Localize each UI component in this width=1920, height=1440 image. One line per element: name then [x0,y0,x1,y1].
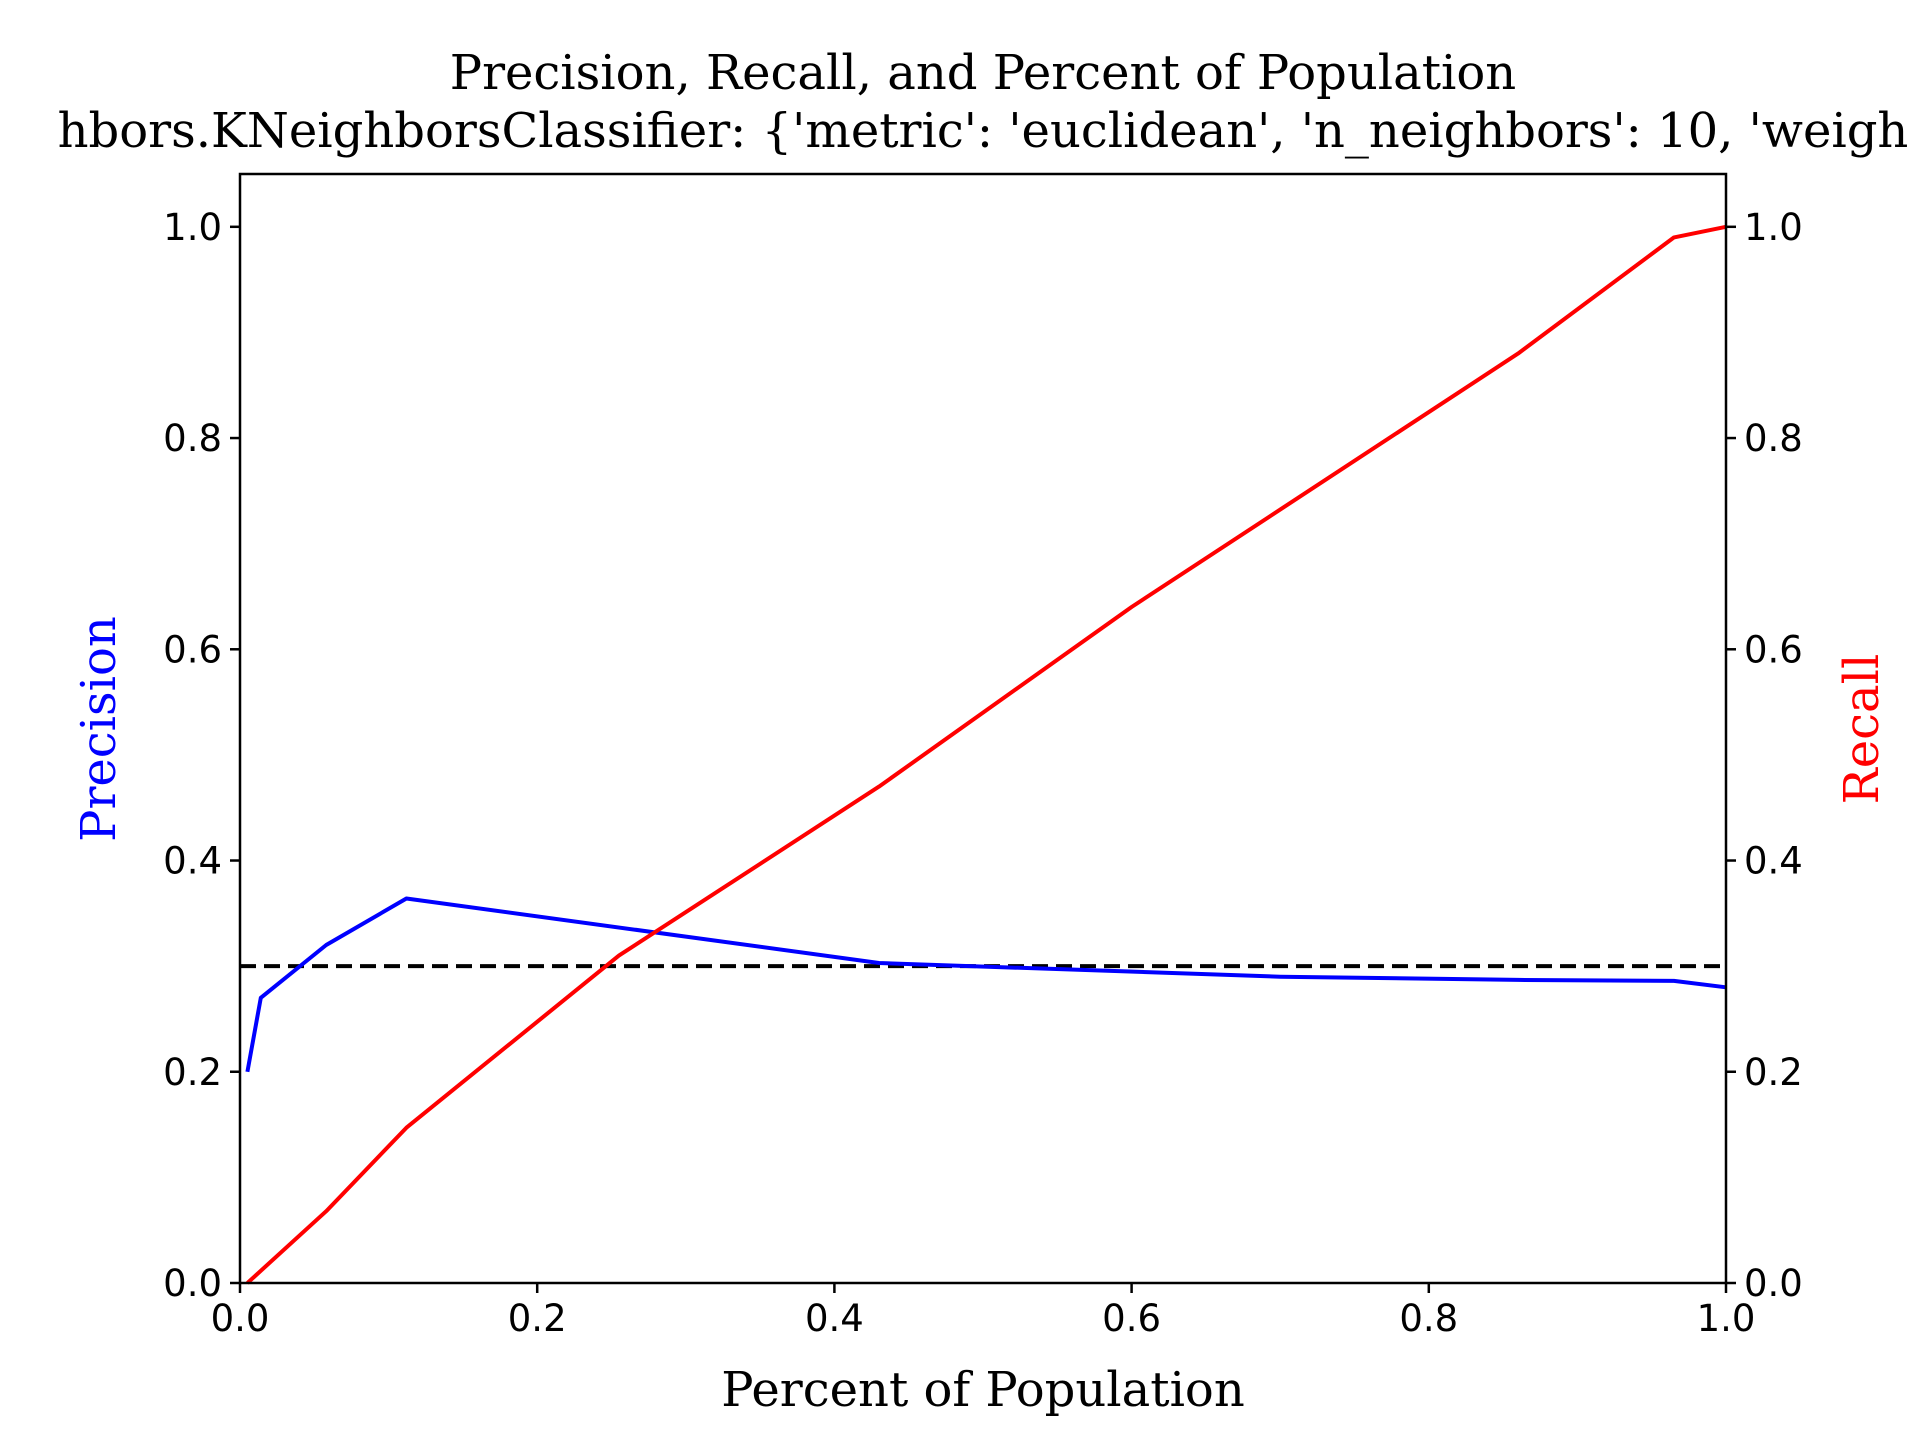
chart-subtitle: hbors.KNeighborsClassifier: {'metric': '… [58,103,1909,159]
x-tick-label: 0.8 [1399,1297,1458,1340]
x-tick-label: 0.2 [508,1297,567,1340]
precision-line [245,896,1727,1073]
y-tick-label-right: 1.0 [1744,206,1803,249]
x-tick-label: 0.6 [1102,1297,1161,1340]
recall-line [246,224,1727,1285]
y-tick-label-left: 0.8 [163,417,222,460]
y-tick-label-right: 0.0 [1744,1262,1803,1305]
plot-lines [240,224,1727,1285]
y-tick-label-right: 0.2 [1744,1051,1803,1094]
y-tick-label-right: 0.6 [1744,628,1803,671]
chart-title: Precision, Recall, and Percent of Popula… [450,45,1516,101]
y-axis-left-label: Precision [71,616,127,842]
ticks: 0.0 0.2 0.4 0.6 0.8 1.00.00.20.40.60.81.00.00… [163,206,1803,1340]
y-tick-label-right: 0.8 [1744,417,1803,460]
x-tick-label: 1.0 [1697,1297,1756,1340]
y-tick-label-right: 0.4 [1744,840,1803,883]
x-tick-label: 0.4 [805,1297,864,1340]
x-axis-label: Percent of Population [721,1362,1244,1418]
y-tick-label-left: 0.4 [163,840,222,883]
y-tick-label-left: 0.2 [163,1051,222,1094]
plot-frame [238,172,1728,1285]
y-tick-label-left: 0.0 [163,1262,222,1305]
y-tick-label-left: 0.6 [163,628,222,671]
y-axis-right-label: Recall [1834,654,1890,805]
y-tick-label-left: 1.0 [163,206,222,249]
x-tick-label: 0.0 [211,1297,270,1340]
